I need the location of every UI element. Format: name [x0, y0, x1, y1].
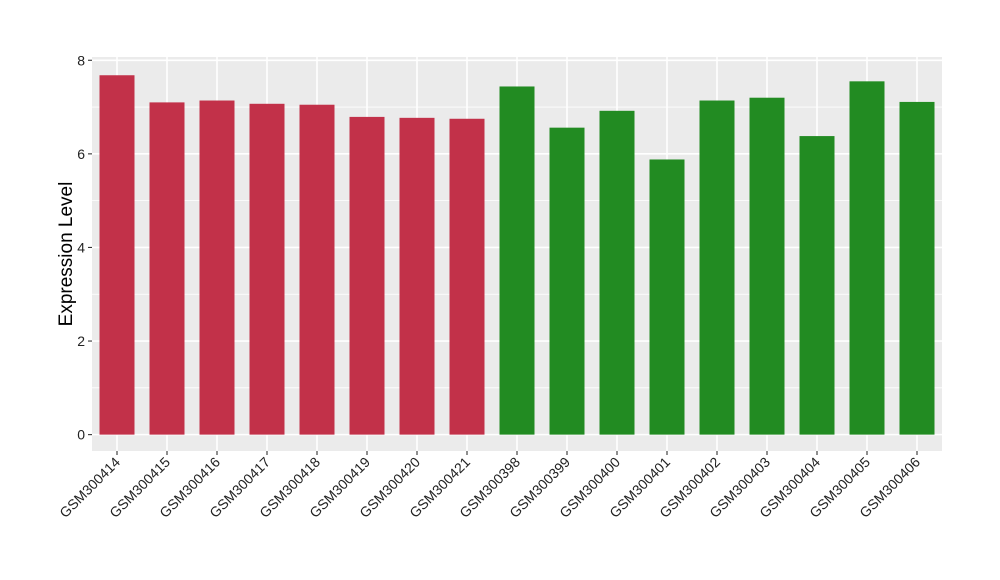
y-axis: 0 2 4 6 8 — [77, 52, 92, 443]
bar-GSM300418 — [299, 104, 335, 435]
bar-GSM300415 — [149, 102, 185, 435]
bar-GSM300398 — [499, 86, 535, 435]
y-tick-label: 2 — [77, 333, 85, 349]
y-tick-label: 4 — [77, 239, 85, 255]
y-tick-label: 8 — [77, 52, 85, 68]
y-axis-title: Expression Level — [56, 182, 77, 327]
x-axis: GSM300414GSM300415GSM300416GSM300417GSM3… — [56, 451, 923, 521]
y-tick-label: 0 — [77, 427, 85, 443]
bars — [99, 75, 935, 435]
y-tick-label: 6 — [77, 146, 85, 162]
bar-GSM300403 — [749, 97, 785, 435]
bar-GSM300420 — [399, 117, 435, 435]
bar-GSM300400 — [599, 110, 635, 435]
bar-GSM300417 — [249, 103, 285, 435]
bar-GSM300402 — [699, 100, 735, 435]
bar-GSM300405 — [849, 81, 885, 435]
bar-GSM300399 — [549, 127, 585, 435]
bar-GSM300414 — [99, 75, 135, 435]
bar-GSM300404 — [799, 136, 835, 435]
bar-GSM300416 — [199, 100, 235, 435]
bar-GSM300406 — [899, 101, 935, 435]
bar-GSM300401 — [649, 159, 685, 435]
bar-GSM300419 — [349, 116, 385, 435]
bar-GSM300421 — [449, 118, 485, 435]
